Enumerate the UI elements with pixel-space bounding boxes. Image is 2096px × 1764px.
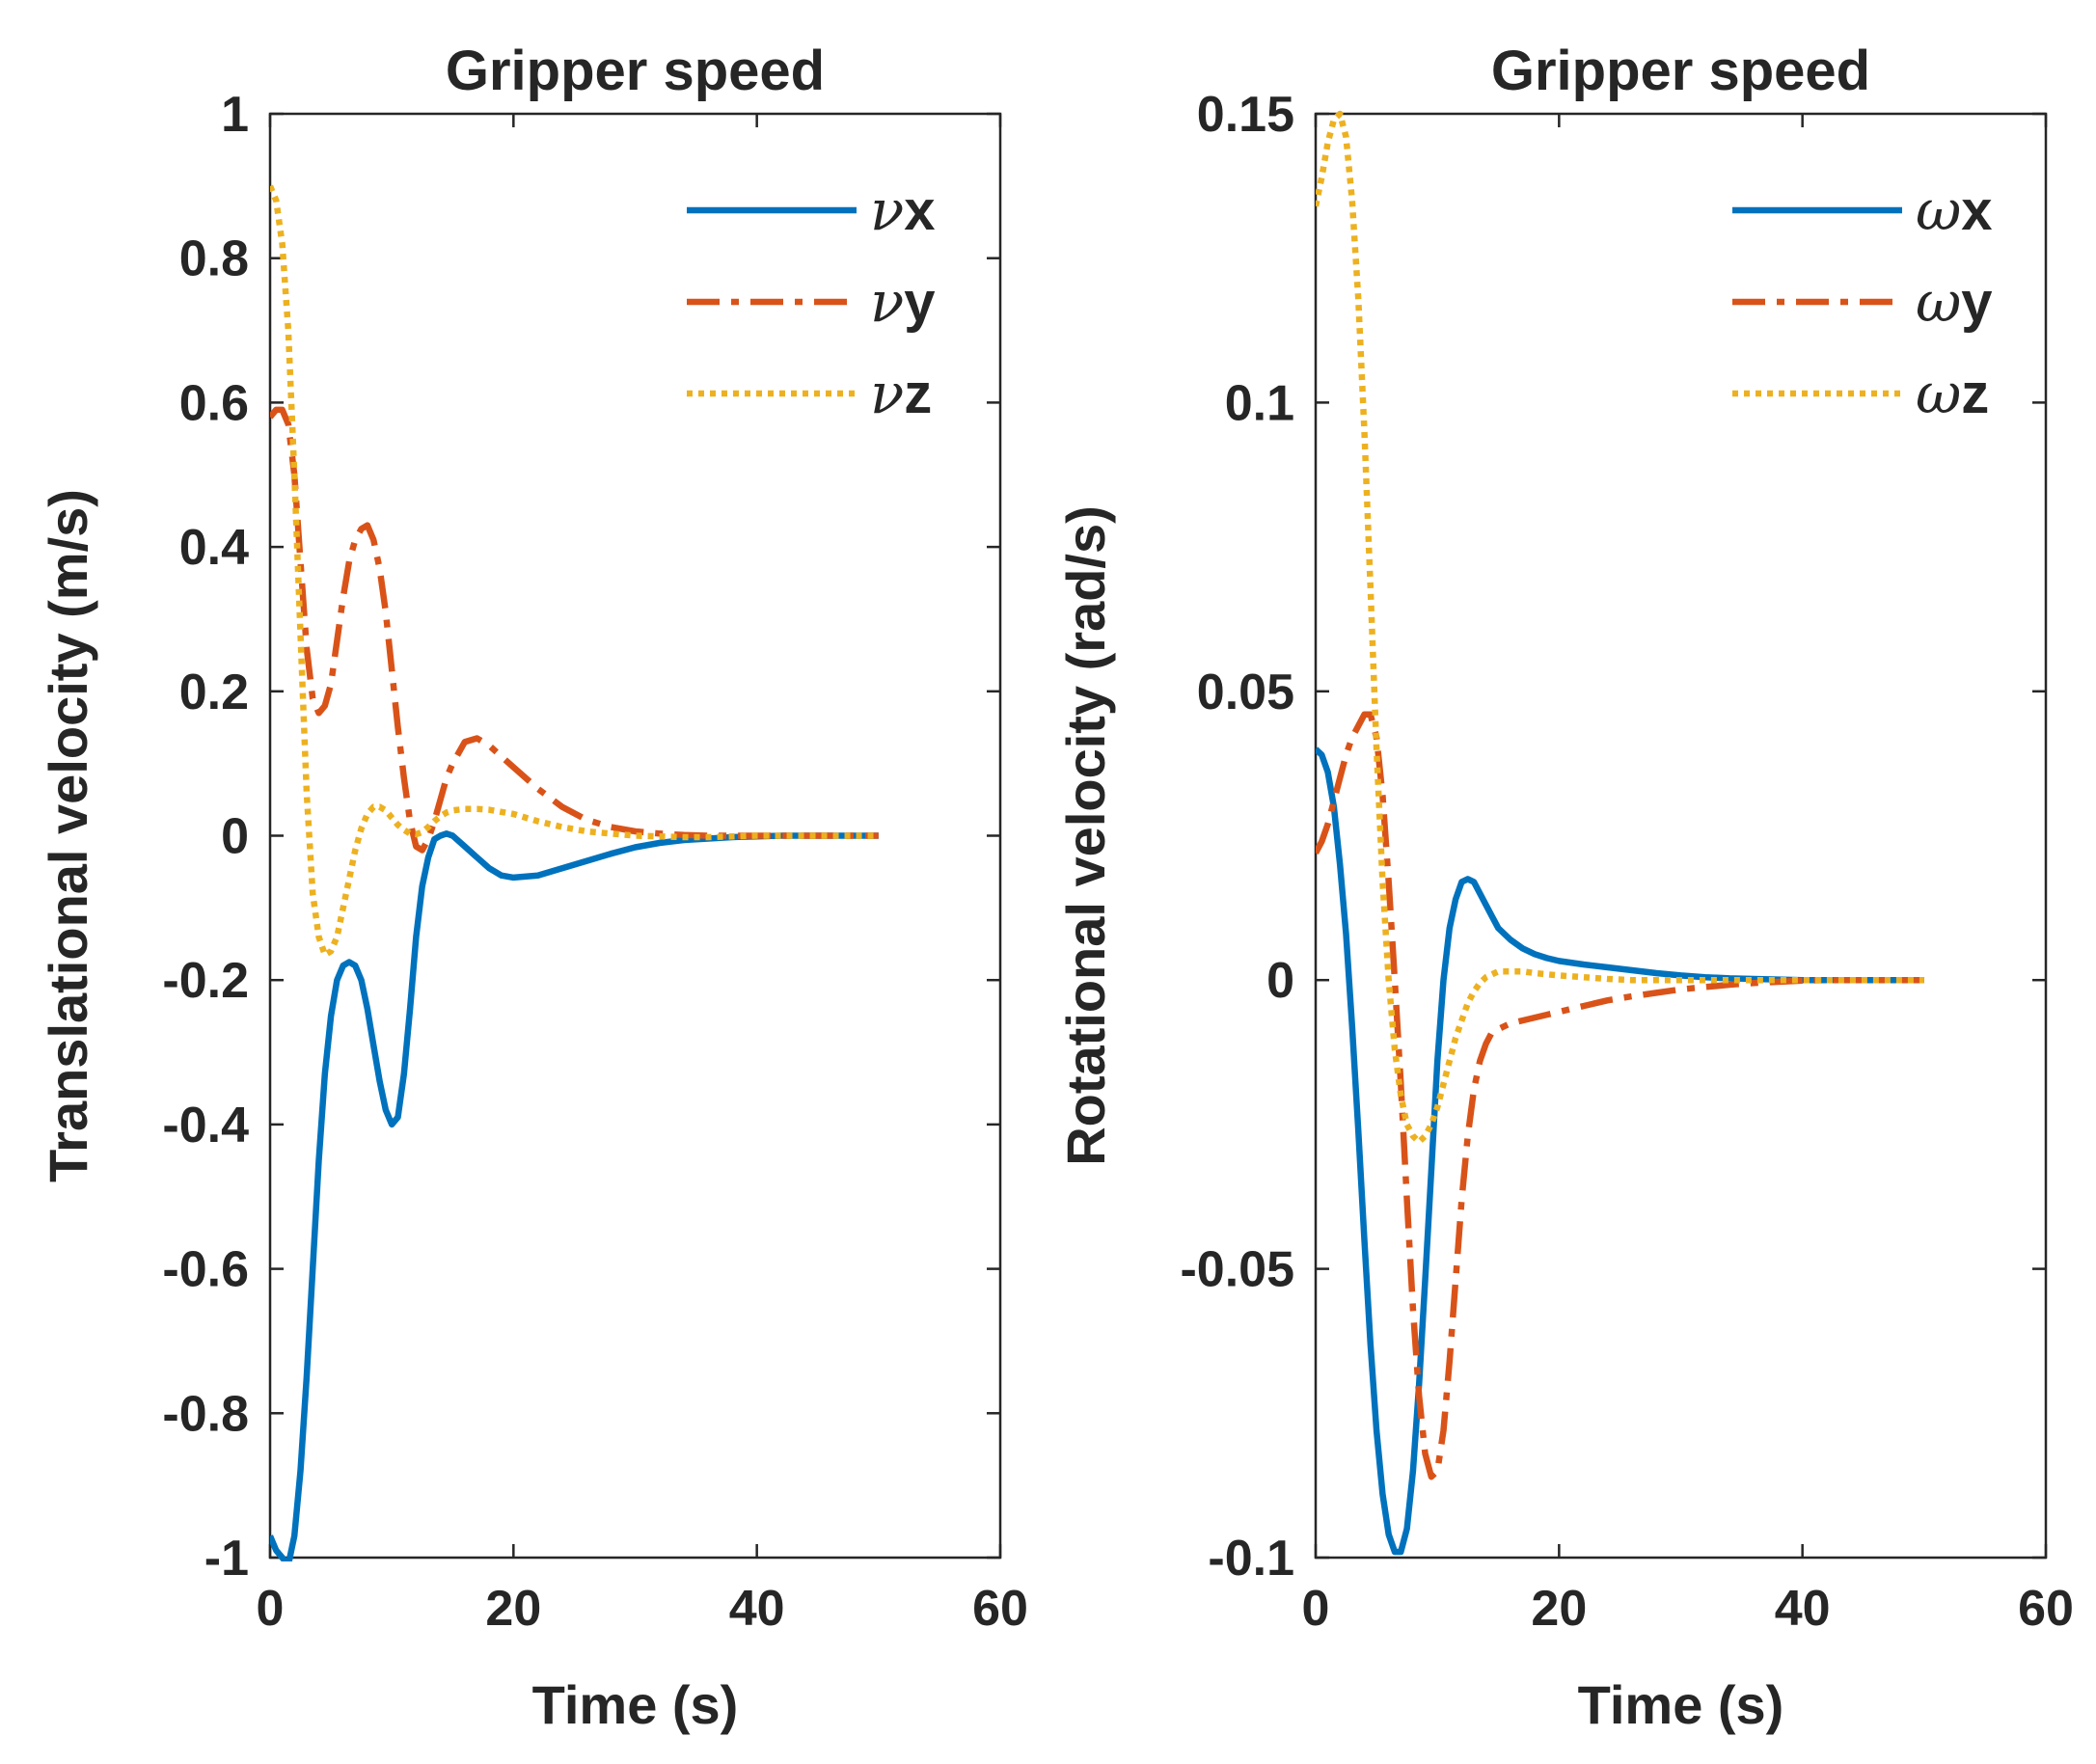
- y-tick-label: 0: [221, 809, 249, 865]
- series-line-x: [270, 830, 879, 1561]
- axes-frame: [1314, 112, 2048, 1560]
- y-axis-label: Rotational velocity (rad/s): [1055, 505, 1116, 1166]
- legend-label-x: νx: [870, 177, 936, 243]
- x-tick-label: 40: [1775, 1581, 1831, 1637]
- y-tick-label: -0.05: [1180, 1242, 1294, 1298]
- legend-label-y: νy: [870, 269, 936, 335]
- legend-label-y: ωy: [1916, 269, 1993, 335]
- legend-symbol: ν: [870, 269, 904, 335]
- y-tick-label: -0.2: [162, 953, 249, 1009]
- legend-label-z: νz: [870, 361, 932, 426]
- y-tick-label: 0.4: [179, 520, 249, 576]
- legend-axis: y: [904, 271, 935, 334]
- x-tick-label: 20: [1531, 1581, 1587, 1637]
- legend-symbol: ω: [1916, 177, 1961, 243]
- series-line-y: [270, 406, 879, 854]
- y-tick-label: -0.8: [162, 1386, 249, 1442]
- x-tick-label: 0: [257, 1581, 285, 1637]
- y-tick-label: -1: [204, 1531, 249, 1587]
- y-tick-label: 0: [1266, 953, 1294, 1009]
- chart-title: Gripper speed: [1491, 40, 1870, 102]
- y-tick-label: -0.6: [162, 1242, 249, 1298]
- legend-symbol: ω: [1916, 361, 1961, 426]
- y-tick-label: -0.4: [162, 1098, 249, 1153]
- x-tick-label: 0: [1302, 1581, 1330, 1637]
- y-axis-label: Translational velocity (m/s): [38, 489, 98, 1182]
- legend-symbol: ν: [870, 361, 904, 426]
- legend-axis: z: [904, 363, 932, 425]
- legend-label-z: ωz: [1916, 361, 1989, 426]
- legend-symbol: ω: [1916, 269, 1961, 335]
- y-tick-label: 0.15: [1197, 87, 1294, 143]
- legend-axis: x: [1961, 179, 1992, 242]
- legend-axis: z: [1961, 363, 1989, 425]
- y-tick-label: 0.1: [1225, 375, 1294, 431]
- y-tick-label: 0.2: [179, 665, 249, 720]
- y-tick-label: 0.6: [179, 375, 249, 431]
- chart-panel-1: 0 20 40 60 1 0.8 0.6 0.4 0.2 0 -0.2 -0.4 -0.6 -0.8 -1 G…: [38, 40, 1028, 1735]
- x-axis-label: Time (s): [532, 1674, 739, 1735]
- y-tick-label: 1: [221, 87, 249, 143]
- x-tick-label: 60: [972, 1581, 1028, 1637]
- legend-symbol: ν: [870, 177, 904, 243]
- series-line-y: [1316, 711, 1924, 1480]
- x-tick-label: 40: [729, 1581, 785, 1637]
- series-line-z: [1316, 110, 1924, 1146]
- y-tick-label: 0.05: [1197, 665, 1294, 720]
- legend-axis: x: [904, 179, 935, 242]
- legend-axis: y: [1961, 271, 1992, 334]
- series-line-z: [270, 184, 879, 959]
- y-tick-label: 0.8: [179, 231, 249, 287]
- x-axis-label: Time (s): [1578, 1674, 1784, 1735]
- chart-title: Gripper speed: [446, 40, 825, 102]
- y-tick-label: -0.1: [1208, 1531, 1294, 1587]
- series-line-x: [1316, 746, 1924, 1556]
- series-lines: [1316, 110, 1924, 1556]
- x-tick-label: 60: [2018, 1581, 2074, 1637]
- legend-label-x: ωx: [1916, 177, 1993, 243]
- chart-panel-2: 0 20 40 60 0.15 0.1 0.05 0 -0.05 -0.1 Gripper spee…: [1055, 40, 2074, 1735]
- x-tick-label: 20: [485, 1581, 541, 1637]
- series-lines: [270, 184, 879, 1561]
